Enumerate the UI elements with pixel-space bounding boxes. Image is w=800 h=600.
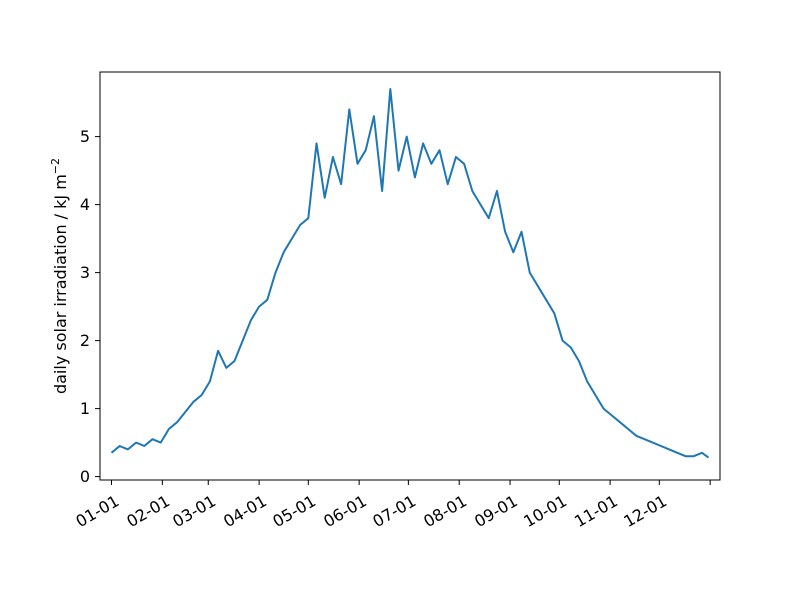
y-tick-label: 0 xyxy=(80,467,90,486)
y-tick-label: 4 xyxy=(80,195,90,214)
y-tick-label: 5 xyxy=(80,127,90,146)
y-tick-label: 1 xyxy=(80,399,90,418)
series-line-0 xyxy=(110,88,710,459)
y-axis-ticks: 0 1 2 3 4 5 xyxy=(80,127,100,486)
y-tick-label: 2 xyxy=(80,331,90,350)
y-axis-label-superscript: −2 xyxy=(49,158,62,174)
y-axis-label-text: daily solar irradiation / kJ m xyxy=(51,174,70,394)
y-axis-label: daily solar irradiation / kJ m−2 xyxy=(49,158,70,394)
plot-layer xyxy=(110,88,710,459)
y-tick-label: 3 xyxy=(80,263,90,282)
axes-frame xyxy=(99,71,721,481)
